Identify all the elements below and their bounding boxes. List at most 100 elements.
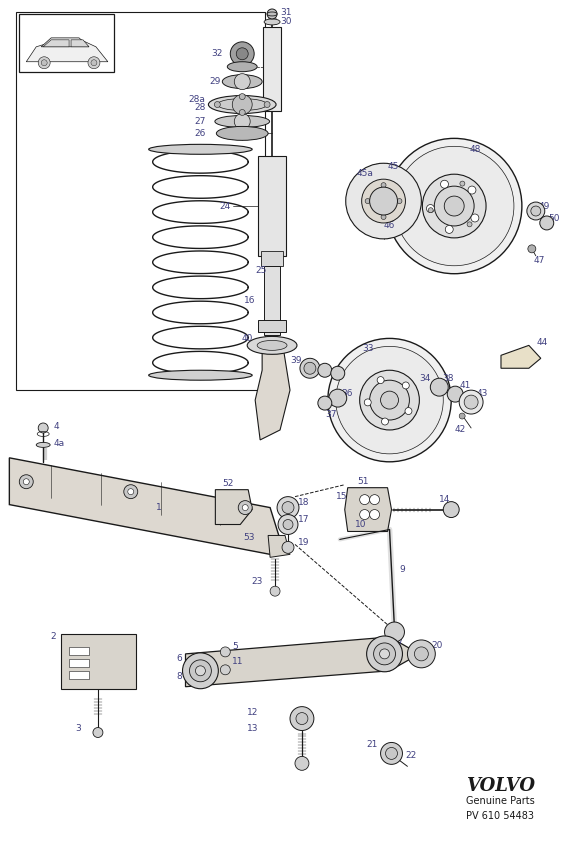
- Text: 5: 5: [232, 642, 238, 652]
- Circle shape: [300, 359, 320, 378]
- Polygon shape: [71, 40, 89, 46]
- Circle shape: [362, 179, 405, 223]
- Text: 2: 2: [50, 632, 56, 641]
- Circle shape: [277, 496, 299, 518]
- Circle shape: [367, 636, 403, 672]
- Circle shape: [290, 706, 314, 731]
- Circle shape: [183, 653, 218, 689]
- Polygon shape: [501, 345, 541, 368]
- Circle shape: [531, 206, 541, 216]
- Ellipse shape: [148, 371, 252, 380]
- Text: 45a: 45a: [357, 169, 374, 178]
- Polygon shape: [43, 40, 69, 46]
- Circle shape: [318, 396, 332, 410]
- Ellipse shape: [264, 19, 280, 25]
- Circle shape: [282, 541, 294, 554]
- Text: 10: 10: [355, 520, 366, 529]
- Circle shape: [19, 474, 33, 489]
- Circle shape: [365, 198, 370, 203]
- Text: 34: 34: [419, 374, 431, 382]
- Ellipse shape: [216, 127, 268, 140]
- Text: 11: 11: [232, 657, 244, 667]
- Circle shape: [38, 423, 48, 433]
- Polygon shape: [41, 38, 89, 46]
- Circle shape: [329, 389, 347, 407]
- Circle shape: [528, 245, 536, 253]
- Circle shape: [234, 73, 250, 89]
- Circle shape: [336, 346, 443, 454]
- Text: 4a: 4a: [53, 440, 64, 448]
- Circle shape: [328, 338, 451, 462]
- Bar: [69, 659, 89, 667]
- Circle shape: [445, 225, 453, 234]
- Polygon shape: [26, 40, 108, 62]
- Circle shape: [464, 395, 478, 409]
- Circle shape: [234, 113, 250, 129]
- Circle shape: [220, 647, 230, 657]
- Text: 19: 19: [298, 538, 310, 547]
- Text: 12: 12: [246, 708, 258, 717]
- Circle shape: [88, 57, 100, 68]
- Circle shape: [380, 743, 403, 765]
- Circle shape: [296, 712, 308, 724]
- Circle shape: [195, 666, 205, 676]
- Text: 18: 18: [298, 498, 310, 507]
- Circle shape: [264, 101, 270, 107]
- Text: 42: 42: [454, 425, 466, 435]
- Text: 20: 20: [432, 641, 443, 651]
- Circle shape: [386, 138, 522, 273]
- Text: 26: 26: [194, 129, 205, 138]
- Ellipse shape: [267, 12, 277, 16]
- Text: 25: 25: [255, 266, 267, 275]
- Circle shape: [386, 748, 397, 760]
- Circle shape: [304, 362, 316, 374]
- Circle shape: [38, 57, 50, 68]
- Text: 31: 31: [280, 8, 292, 18]
- Text: 28a: 28a: [188, 95, 205, 104]
- Text: 3: 3: [75, 724, 81, 733]
- Ellipse shape: [247, 337, 297, 354]
- Text: 4: 4: [53, 423, 59, 431]
- Ellipse shape: [36, 442, 50, 447]
- Bar: [61, 634, 136, 689]
- Text: 40: 40: [242, 334, 253, 343]
- Polygon shape: [345, 488, 392, 532]
- Bar: [264, 266, 280, 335]
- Ellipse shape: [227, 62, 257, 72]
- Bar: [16, 12, 265, 390]
- Text: 33: 33: [362, 344, 374, 353]
- Polygon shape: [255, 340, 290, 440]
- Text: 48: 48: [469, 145, 480, 154]
- Text: 45: 45: [387, 162, 399, 170]
- Ellipse shape: [215, 116, 270, 127]
- Circle shape: [540, 216, 554, 230]
- Circle shape: [468, 186, 476, 194]
- Circle shape: [467, 222, 472, 227]
- Circle shape: [471, 214, 479, 222]
- Circle shape: [426, 204, 434, 213]
- Circle shape: [232, 95, 252, 115]
- Circle shape: [360, 371, 419, 430]
- Text: 37: 37: [325, 409, 336, 419]
- Circle shape: [459, 413, 465, 419]
- Circle shape: [267, 9, 277, 19]
- Text: 23: 23: [252, 576, 263, 586]
- Text: 51: 51: [358, 477, 369, 486]
- Text: 32: 32: [211, 49, 222, 58]
- Circle shape: [434, 187, 474, 226]
- Circle shape: [23, 479, 29, 484]
- Circle shape: [374, 643, 396, 665]
- Circle shape: [238, 500, 252, 515]
- Text: 5: 5: [347, 364, 353, 373]
- Circle shape: [93, 728, 103, 738]
- Bar: [69, 671, 89, 679]
- Circle shape: [360, 510, 369, 520]
- Circle shape: [377, 376, 384, 383]
- Bar: [261, 251, 283, 266]
- Circle shape: [283, 520, 293, 529]
- Circle shape: [381, 214, 386, 219]
- Circle shape: [369, 510, 379, 520]
- Circle shape: [215, 101, 220, 107]
- Polygon shape: [268, 535, 290, 557]
- Ellipse shape: [222, 74, 262, 89]
